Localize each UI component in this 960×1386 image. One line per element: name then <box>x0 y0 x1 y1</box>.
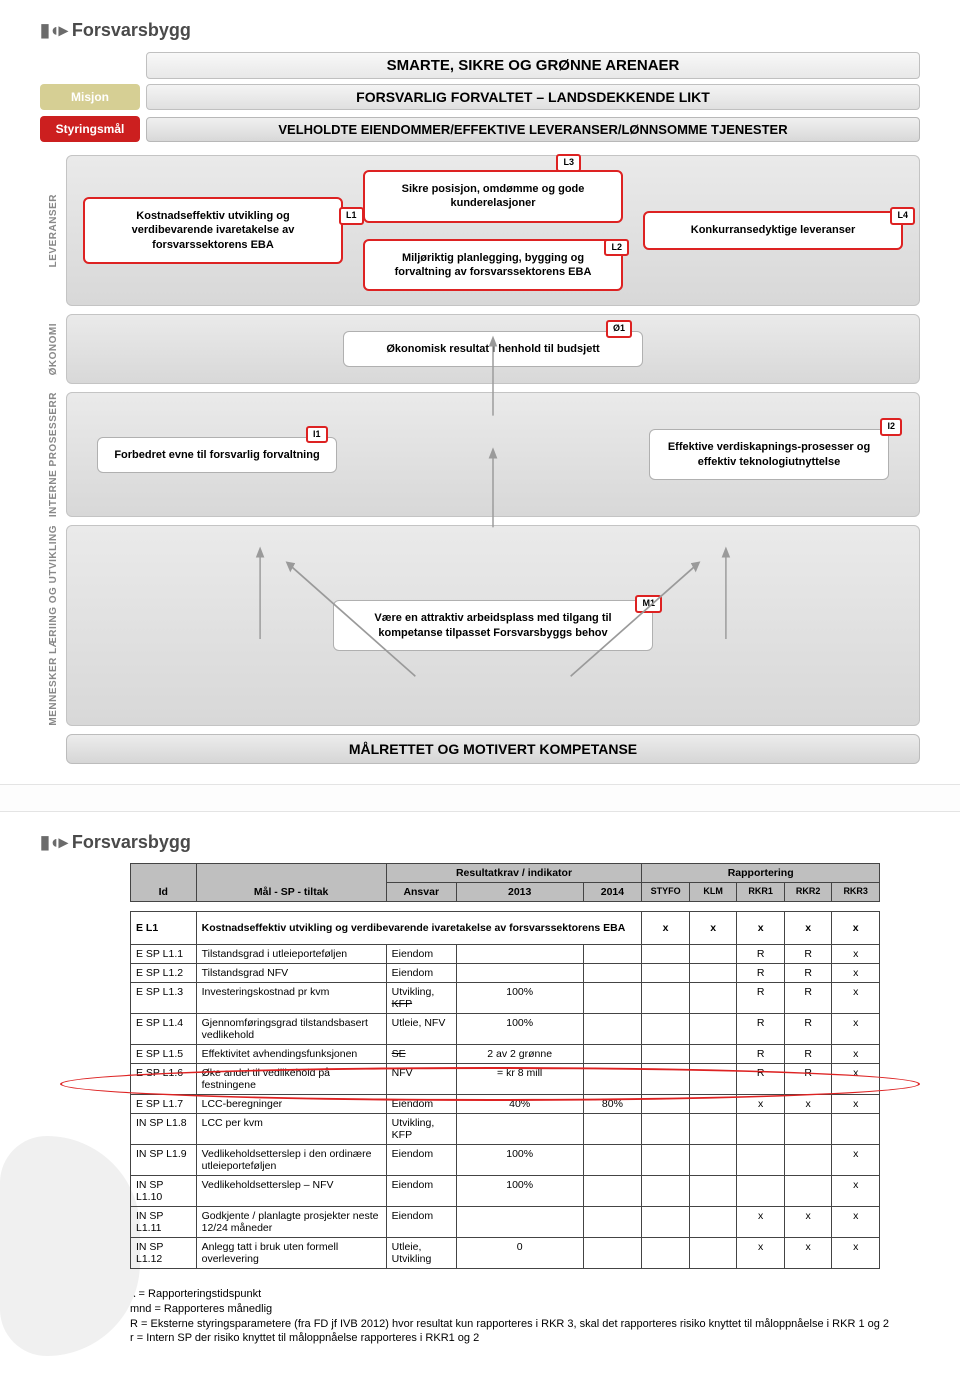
table-row: E SP L1.6Øke andel til vedlikehold på fe… <box>131 1063 880 1094</box>
pill-misjon: Misjon <box>40 84 140 110</box>
table-row: IN SP L1.12Anlegg tatt i bruk uten forme… <box>131 1237 880 1268</box>
tag-l1: L1 <box>339 207 364 225</box>
fn-1: mnd = Rapporteres månedlig <box>130 1302 920 1317</box>
table-row: E SP L1.7LCC-beregningerEiendom40%80%xxx <box>131 1094 880 1113</box>
table-row: E SP L1.1Tilstandsgrad i utleieportefølj… <box>131 944 880 963</box>
tag-l3: L3 <box>556 154 581 172</box>
tag-o1: Ø1 <box>606 320 632 338</box>
hdr-report-group: Rapportering <box>642 863 880 882</box>
section-m3: x <box>784 911 832 944</box>
row-leveranser: LEVERANSER L1 Kostnadseffektiv utvikling… <box>40 155 920 306</box>
table-row: IN SP L1.11Godkjente / planlagte prosjek… <box>131 1206 880 1237</box>
logo-mark-2: ▮◖▸ <box>40 832 67 852</box>
slide-divider <box>0 784 960 812</box>
hdr-id: Id <box>131 863 197 901</box>
section-m1: x <box>689 911 737 944</box>
footnotes: x = Rapporteringstidspunkt mnd = Rapport… <box>130 1287 920 1346</box>
brand-name-2: Forsvarsbygg <box>72 832 191 852</box>
box-l1: L1 Kostnadseffektiv utvikling og verdibe… <box>83 197 343 264</box>
banner-misjon: FORSVARLIG FORVALTET – LANDSDEKKENDE LIK… <box>146 84 920 110</box>
box-m1: M1 Være en attraktiv arbeidsplass med ti… <box>333 600 653 651</box>
brand-logo-2: ▮◖▸ Forsvarsbygg <box>40 832 920 853</box>
hdr-ansvar: Ansvar <box>386 882 456 901</box>
pill-styring: Styringsmål <box>40 116 140 142</box>
box-l3: L3 Sikre posisjon, omdømme og gode kunde… <box>363 170 623 223</box>
brand-logo: ▮◖▸ Forsvarsbygg <box>40 20 920 41</box>
table-row: IN SP L1.9Vedlikeholdsetterslep i den or… <box>131 1144 880 1175</box>
hdr-mal: Mål - SP - tiltak <box>196 863 386 901</box>
table-row: E SP L1.2Tilstandsgrad NFVEiendomRRx <box>131 963 880 982</box>
pill-ambisjon: Ambisjon <box>40 52 140 78</box>
row-interne: INTERNE PROSESSERR I1 Forbedret evne til… <box>40 392 920 517</box>
table-row: IN SP L1.8LCC per kvmUtvikling, KFP <box>131 1113 880 1144</box>
section-id: E L1 <box>131 911 197 944</box>
fn-2: R = Eksterne styringsparametere (fra FD … <box>130 1317 920 1332</box>
tag-l2: L2 <box>604 239 629 257</box>
label-okonomi: ØKONOMI <box>48 323 59 375</box>
slide-strategy-map: ▮◖▸ Forsvarsbygg Ambisjon SMARTE, SIKRE … <box>0 0 960 784</box>
box-l2: L2 Miljøriktig planlegging, bygging og f… <box>363 239 623 292</box>
table-row: E SP L1.3Investeringskostnad pr kvmUtvik… <box>131 982 880 1013</box>
section-row: E L1 Kostnadseffektiv utvikling og verdi… <box>131 911 880 944</box>
hdr-2014: 2014 <box>583 882 642 901</box>
hdr-2013: 2013 <box>456 882 583 901</box>
slide-table: ▮◖▸ Forsvarsbygg Id Mål - SP - tiltak Re… <box>0 812 960 1386</box>
banner-ambisjon: SMARTE, SIKRE OG GRØNNE ARENAER <box>146 52 920 79</box>
hdr-rkr3: RKR3 <box>832 882 880 901</box>
label-leveranser: LEVERANSER <box>48 194 59 267</box>
section-title: Kostnadseffektiv utvikling og verdibevar… <box>196 911 642 944</box>
hdr-styfo: STYFO <box>642 882 690 901</box>
fn-0: x = Rapporteringstidspunkt <box>130 1287 920 1302</box>
hdr-rkr2: RKR2 <box>784 882 832 901</box>
hdr-rkr1: RKR1 <box>737 882 785 901</box>
box-i1: I1 Forbedret evne til forsvarlig forvalt… <box>97 437 337 473</box>
section-m0: x <box>642 911 690 944</box>
report-tbody: E L1 Kostnadseffektiv utvikling og verdi… <box>131 901 880 1268</box>
report-table: Id Mål - SP - tiltak Resultatkrav / indi… <box>130 863 880 1269</box>
box-o1: Ø1 Økonomisk resultat i henhold til buds… <box>343 331 643 367</box>
brand-name: Forsvarsbygg <box>72 20 191 40</box>
bottom-banner: MÅLRETTET OG MOTIVERT KOMPETANSE <box>66 734 920 764</box>
box-i2: I2 Effektive verdiskapnings-prosesser og… <box>649 429 889 480</box>
table-row: E SP L1.5Effektivitet avhendingsfunksjon… <box>131 1044 880 1063</box>
section-m2: x <box>737 911 785 944</box>
label-mennesker: MENNESKER LÆRIING OG UTVIKLING <box>48 525 59 726</box>
table-row: IN SP L1.10Vedlikeholdsetterslep – NFVEi… <box>131 1175 880 1206</box>
hdr-klm: KLM <box>689 882 737 901</box>
tag-l4: L4 <box>890 207 915 225</box>
row-okonomi: ØKONOMI Ø1 Økonomisk resultat i henhold … <box>40 314 920 384</box>
logo-mark: ▮◖▸ <box>40 20 67 40</box>
fn-3: r = Intern SP der risiko knyttet til mål… <box>130 1331 920 1346</box>
section-m4: x <box>832 911 880 944</box>
box-l4: L4 Konkurransedyktige leveranser <box>643 211 903 249</box>
hdr-result-group: Resultatkrav / indikator <box>386 863 642 882</box>
tag-i1: I1 <box>306 426 328 444</box>
row-mennesker: MENNESKER LÆRIING OG UTVIKLING M1 Være e… <box>40 525 920 726</box>
table-row: E SP L1.4Gjennomføringsgrad tilstandsbas… <box>131 1013 880 1044</box>
tag-i2: I2 <box>880 418 902 436</box>
banner-styring: VELHOLDTE EIENDOMMER/EFFEKTIVE LEVERANSE… <box>146 117 920 142</box>
bg-blob <box>0 1136 140 1356</box>
tag-m1: M1 <box>635 595 662 613</box>
label-interne: INTERNE PROSESSERR <box>48 392 59 517</box>
